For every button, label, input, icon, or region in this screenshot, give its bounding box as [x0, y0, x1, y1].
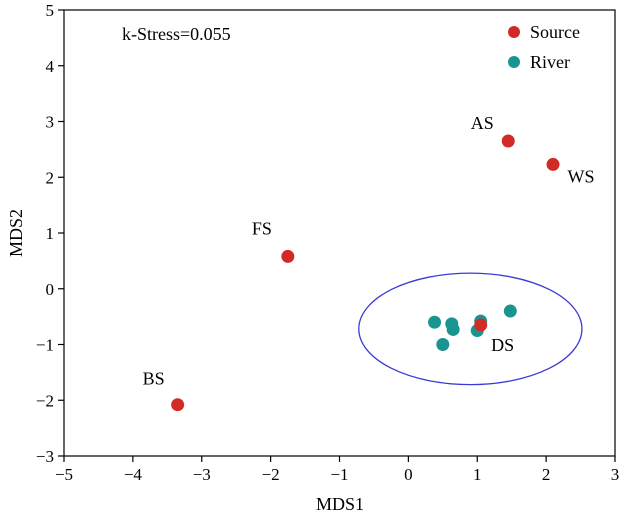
y-tick-label: 5: [46, 1, 55, 20]
source-point-bs: [171, 398, 185, 412]
y-tick-label: 0: [46, 280, 55, 299]
y-axis-label: MDS2: [6, 209, 26, 257]
x-tick-label: −4: [124, 465, 143, 484]
x-tick-label: 2: [542, 465, 551, 484]
river-point: [428, 315, 442, 329]
x-tick-label: −3: [193, 465, 211, 484]
point-label-ws: WS: [568, 166, 595, 186]
x-tick-label: 1: [473, 465, 482, 484]
x-tick-label: 0: [404, 465, 413, 484]
river-point: [446, 322, 460, 336]
point-label-ds: DS: [491, 335, 514, 355]
legend-marker-source: [508, 26, 520, 38]
legend-marker-river: [508, 56, 520, 68]
x-tick-label: 3: [611, 465, 620, 484]
y-tick-label: 3: [46, 113, 55, 132]
y-tick-label: −3: [36, 447, 54, 466]
river-point: [503, 304, 517, 318]
point-label-fs: FS: [252, 218, 272, 238]
river-cluster-ellipse: [358, 272, 583, 386]
y-tick-label: −1: [36, 336, 54, 355]
y-tick-label: 1: [46, 224, 55, 243]
x-tick-label: −2: [262, 465, 280, 484]
point-label-as: AS: [471, 113, 494, 133]
legend-label-river: River: [530, 52, 570, 72]
y-tick-label: −2: [36, 391, 54, 410]
annotation-kstress: k-Stress=0.055: [122, 24, 231, 44]
y-tick-label: 2: [46, 168, 55, 187]
legend: Source River: [508, 22, 580, 72]
source-point-ds: [474, 318, 488, 332]
source-point-fs: [281, 249, 295, 263]
x-tick-label: −1: [330, 465, 348, 484]
point-label-bs: BS: [143, 369, 165, 389]
river-point: [436, 338, 450, 351]
legend-label-source: Source: [530, 22, 580, 42]
source-point-as: [501, 134, 515, 148]
x-axis-label: MDS1: [316, 494, 364, 514]
source-point-ws: [546, 157, 560, 171]
plot-frame: [63, 9, 616, 457]
y-tick-label: 4: [46, 57, 55, 76]
x-tick-label: −5: [55, 465, 73, 484]
